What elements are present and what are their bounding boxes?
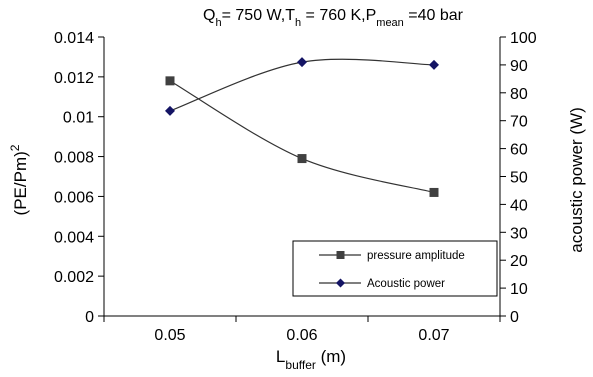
y-left-tick-label: 0.006	[54, 189, 94, 206]
plot-series	[165, 57, 439, 197]
y-right-tick-label: 100	[510, 30, 537, 47]
y-left-tick-label: 0.002	[54, 269, 94, 286]
legend-marker-pressure-amplitude	[336, 251, 345, 259]
y-left-tick-label: 0.012	[54, 70, 94, 87]
y-axis-left-label-main: (PE/Pm)	[11, 151, 30, 215]
x-tick-label: 0.06	[286, 327, 317, 344]
x-axis: 0.05 0.06 0.07	[103, 315, 501, 344]
y-left-tick-label: 0	[85, 309, 94, 326]
chart-title-subscript: h	[295, 17, 301, 29]
legend-label-pressure-amplitude: pressure amplitude	[367, 250, 465, 262]
y-right-tick-label: 0	[510, 309, 519, 326]
y-axis-left: 0 0.002 0.004 0.006 0.008 0.01 0.012 0.014	[54, 30, 105, 326]
data-point-pressure-amplitude	[297, 154, 307, 164]
y-left-tick-label: 0.008	[54, 150, 94, 167]
y-right-tick-label: 40	[510, 197, 528, 214]
data-point-acoustic-power	[297, 57, 307, 68]
series-line-pressure-amplitude	[169, 80, 435, 194]
legend-box	[292, 240, 498, 297]
y-axis-left-label-sup: 2	[8, 144, 22, 151]
chart-title-subscript: mean	[376, 17, 404, 29]
data-point-pressure-amplitude	[165, 76, 175, 86]
data-point-acoustic-power	[429, 59, 439, 70]
y-axis-right: 0 10 20 30 40 50 60 70 80 90 100	[499, 30, 537, 326]
legend: pressure amplitude Acoustic power	[292, 240, 498, 297]
x-tick-label: 0.05	[154, 327, 185, 344]
x-axis-label: Lbuffer (m)	[276, 347, 346, 372]
x-tick-label: 0.07	[418, 327, 449, 344]
chart-title-part: = 760 K,P	[301, 7, 376, 24]
y-left-tick-label: 0.01	[63, 110, 94, 127]
chart-title-subscript: h	[215, 17, 221, 29]
data-point-pressure-amplitude	[429, 187, 439, 197]
y-right-tick-label: 80	[510, 86, 528, 103]
chart-title-part: =40 bar	[404, 7, 464, 24]
legend-label-acoustic-power: Acoustic power	[367, 278, 445, 290]
y-right-tick-label: 90	[510, 58, 528, 75]
y-right-tick-label: 50	[510, 170, 528, 187]
y-axis-left-label: (PE/Pm)2	[8, 144, 30, 215]
chart-title-part: Q	[203, 7, 215, 24]
chart-title-part: = 750 W,T	[222, 7, 296, 24]
x-axis-label-unit: (m)	[316, 347, 346, 366]
x-axis-label-main: L	[276, 347, 285, 366]
y-right-tick-label: 70	[510, 114, 528, 131]
y-left-tick-label: 0.004	[54, 229, 94, 246]
chart-title: Qh= 750 W,Th = 760 K,Pmean =40 bar	[203, 7, 464, 29]
x-axis-label-sub: buffer	[285, 358, 315, 372]
y-right-tick-label: 30	[510, 225, 528, 242]
data-point-acoustic-power	[165, 105, 175, 116]
y-axis-right-label: acoustic power (W)	[567, 107, 586, 252]
y-right-tick-label: 60	[510, 142, 528, 159]
y-right-tick-label: 20	[510, 253, 528, 270]
y-left-tick-label: 0.014	[54, 30, 94, 47]
y-right-tick-label: 10	[510, 281, 528, 298]
legend-marker-acoustic-power	[336, 278, 345, 288]
